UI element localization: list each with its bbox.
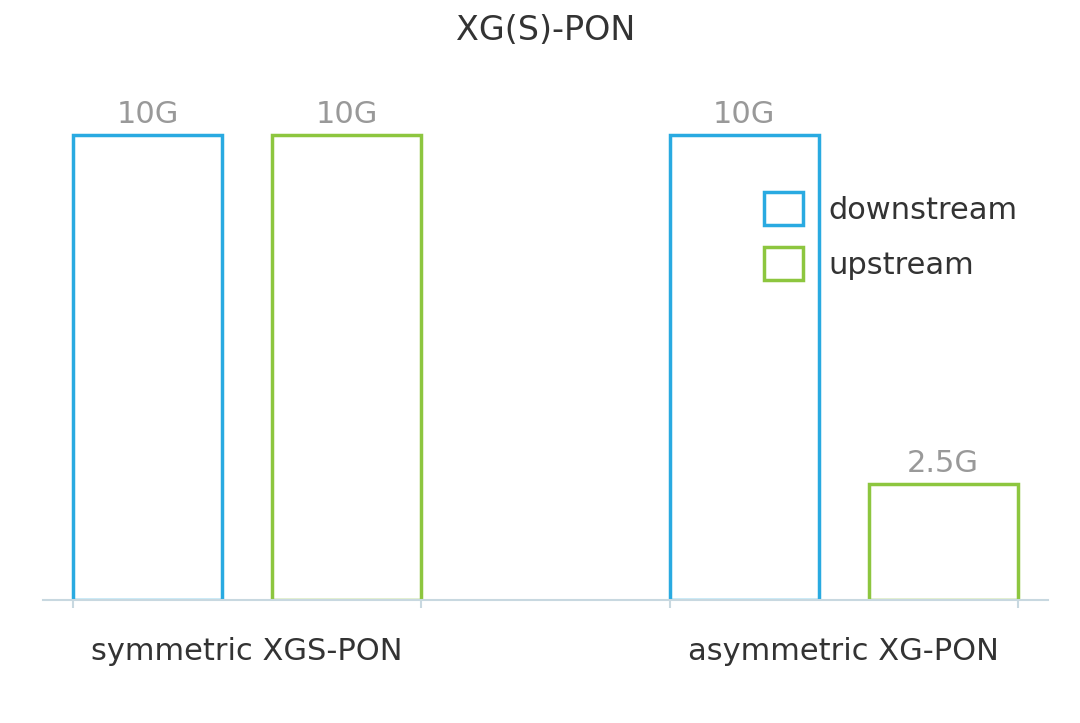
Text: asymmetric XG-PON: asymmetric XG-PON — [688, 637, 999, 667]
Bar — [670, 135, 819, 600]
Bar — [272, 135, 421, 600]
Text: 10G: 10G — [713, 100, 775, 129]
Title: XG(S)-PON: XG(S)-PON — [456, 14, 635, 47]
Bar — [73, 135, 222, 600]
Text: 10G: 10G — [117, 100, 179, 129]
Text: symmetric XGS-PON: symmetric XGS-PON — [92, 637, 403, 667]
Bar — [868, 484, 1017, 600]
Text: 10G: 10G — [315, 100, 378, 129]
Text: 2.5G: 2.5G — [907, 449, 980, 478]
Legend: downstream, upstream: downstream, upstream — [748, 176, 1032, 295]
